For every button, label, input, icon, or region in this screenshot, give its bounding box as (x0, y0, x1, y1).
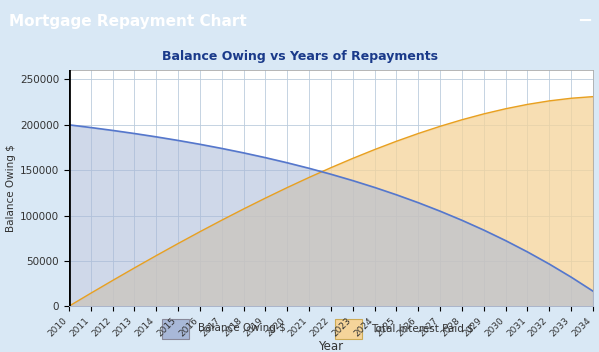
X-axis label: Year: Year (319, 340, 343, 352)
Text: Mortgage Repayment Chart: Mortgage Repayment Chart (9, 13, 247, 29)
Text: Balance Owing vs Years of Repayments: Balance Owing vs Years of Repayments (162, 50, 437, 63)
Bar (162, 319, 189, 339)
Text: Balance Owing $: Balance Owing $ (198, 323, 285, 333)
Y-axis label: Balance Owing $: Balance Owing $ (6, 144, 16, 232)
Text: Total Interest Paid $: Total Interest Paid $ (371, 323, 474, 333)
Text: −: − (577, 12, 592, 30)
Bar (335, 319, 362, 339)
